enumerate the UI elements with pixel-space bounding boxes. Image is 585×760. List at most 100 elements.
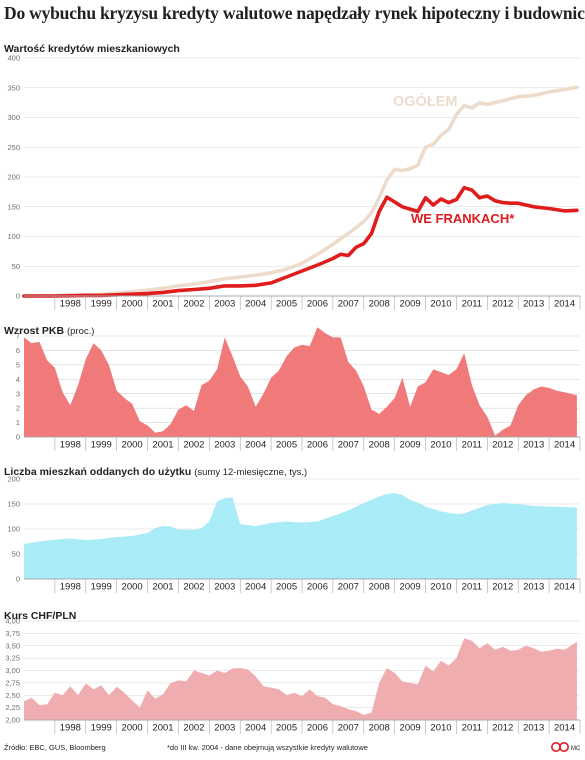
x-tick-label: 2001 xyxy=(152,723,173,734)
chart-pkb: 0 1 2 3 4 5 6 7 1998 1999 2000 2001 2002 2003 2004 2005… xyxy=(16,327,581,451)
x-tick-label: 2010 xyxy=(430,723,451,734)
x-tick-label: 2001 xyxy=(152,440,173,451)
x-tick-label: 2011 xyxy=(462,723,482,734)
x-tick-label: 2003 xyxy=(214,582,235,593)
x-tick-label: 2000 xyxy=(122,582,143,593)
panel-title-text: Wzrost PKB xyxy=(4,325,65,337)
x-tick-label: 2002 xyxy=(183,299,204,310)
x-tick-label: 2008 xyxy=(369,440,390,451)
panel-unit: (proc.) xyxy=(67,326,95,337)
x-tick-label: 2006 xyxy=(307,299,328,310)
x-tick-label: 2006 xyxy=(307,440,328,451)
chart-kredyty: 0 50 100 150 200 250 300 350 400 OGÓŁEM WE FRANKAC… xyxy=(7,54,581,310)
x-tick-label: 2009 xyxy=(400,723,421,734)
x-tick-label: 2002 xyxy=(183,582,204,593)
x-tick-label: 2007 xyxy=(338,299,359,310)
panel-title-chf: Kurs CHF/PLN xyxy=(4,610,76,622)
x-tick-label: 2012 xyxy=(492,440,513,451)
x-tick-label: 2003 xyxy=(214,299,235,310)
x-tick-label: 2011 xyxy=(462,299,482,310)
x-tick-label: 1998 xyxy=(60,582,81,593)
y-tick-label: 0 xyxy=(16,433,20,442)
series-area xyxy=(24,638,577,720)
y-tick-label: 150 xyxy=(7,500,20,509)
y-tick-label: 2,50 xyxy=(5,691,20,700)
x-tick-label: 2004 xyxy=(245,299,266,310)
y-tick-label: 2,00 xyxy=(5,716,20,725)
y-tick-label: 300 xyxy=(7,113,20,122)
x-tick-label: 1999 xyxy=(91,723,112,734)
x-tick-label: 2004 xyxy=(245,440,266,451)
x-tick-label: 2011 xyxy=(462,440,482,451)
x-tick-label: 2014 xyxy=(554,299,575,310)
series-line-we-frankach xyxy=(22,185,579,298)
x-tick-label: 2001 xyxy=(152,299,173,310)
x-tick-label: 2013 xyxy=(523,299,544,310)
x-tick-label: 2001 xyxy=(152,582,173,593)
y-tick-label: 100 xyxy=(7,525,20,534)
x-tick-label: 1998 xyxy=(60,299,81,310)
y-tick-label: 3,75 xyxy=(5,629,20,638)
y-tick-label: 2 xyxy=(16,404,20,413)
panel-title-kredyty: Wartość kredytów mieszkaniowych xyxy=(4,43,180,55)
x-tick-label: 1998 xyxy=(60,440,81,451)
chart-chf: 2,00 2,25 2,50 2,75 3,00 3,25 3,50 3,75 4,00 1998… xyxy=(5,617,581,734)
y-tick-label: 5 xyxy=(16,360,20,369)
series-area xyxy=(24,327,577,437)
x-tick-label: 2008 xyxy=(369,299,390,310)
series-area xyxy=(24,493,577,579)
x-tick-label: 2010 xyxy=(430,299,451,310)
x-tick-label: 2008 xyxy=(369,582,390,593)
x-tick-label: 2011 xyxy=(462,582,482,593)
x-tick-label: 2012 xyxy=(492,723,513,734)
y-tick-label: 3,50 xyxy=(5,641,20,650)
y-tick-label: 4 xyxy=(16,375,20,384)
x-tick-label: 2005 xyxy=(276,582,297,593)
y-tick-label: 7 xyxy=(16,332,20,341)
x-tick-label: 2014 xyxy=(554,582,575,593)
x-tick-label: 2003 xyxy=(214,440,235,451)
x-tick-label: 2000 xyxy=(122,299,143,310)
y-tick-label: 2,25 xyxy=(5,703,20,712)
x-tick-label: 1998 xyxy=(60,723,81,734)
y-tick-label: 4,00 xyxy=(5,617,20,626)
x-tick-label: 2004 xyxy=(245,582,266,593)
x-tick-label: 2002 xyxy=(183,440,204,451)
x-tick-label: 2009 xyxy=(400,299,421,310)
x-tick-label: 2000 xyxy=(122,440,143,451)
y-tick-label: 3 xyxy=(16,389,20,398)
x-tick-label: 2010 xyxy=(430,582,451,593)
x-tick-label: 2005 xyxy=(276,440,297,451)
footnote: *do III kw. 2004 - dane obejmują wszystk… xyxy=(167,743,368,752)
panel-title-text: Liczba mieszkań oddanych do użytku xyxy=(4,466,192,478)
x-tick-label: 2009 xyxy=(400,582,421,593)
y-tick-label: 6 xyxy=(16,346,20,355)
series-line-ogolem xyxy=(22,85,579,298)
y-tick-label: 3,00 xyxy=(5,666,20,675)
x-tick-label: 1999 xyxy=(91,440,112,451)
publisher-logo-icon: MC xyxy=(551,742,581,752)
x-tick-label: 2007 xyxy=(338,582,359,593)
y-tick-label: 200 xyxy=(7,173,20,182)
y-tick-label: 200 xyxy=(7,475,20,484)
x-tick-label: 2006 xyxy=(307,582,328,593)
x-tick-label: 2014 xyxy=(554,440,575,451)
credit-text: MC xyxy=(571,746,581,752)
panel-title-text: Kurs CHF/PLN xyxy=(4,610,77,622)
x-tick-label: 2007 xyxy=(338,440,359,451)
y-tick-label: 0 xyxy=(16,575,20,584)
x-tick-label: 2013 xyxy=(523,440,544,451)
y-tick-label: 3,25 xyxy=(5,654,20,663)
chart-mieszkania: 0 50 100 150 200 1998 1999 2000 2001 2002 2003 2004… xyxy=(7,475,581,593)
y-tick-label: 150 xyxy=(7,202,20,211)
panel-title-pkb: Wzrost PKB (proc.) xyxy=(4,325,94,337)
x-tick-label: 2009 xyxy=(400,440,421,451)
x-tick-label: 2010 xyxy=(430,440,451,451)
y-tick-label: 0 xyxy=(16,292,20,301)
x-tick-label: 2013 xyxy=(523,723,544,734)
x-tick-label: 2005 xyxy=(276,299,297,310)
x-tick-label: 2002 xyxy=(183,723,204,734)
x-tick-label: 2006 xyxy=(307,723,328,734)
x-tick-label: 2004 xyxy=(245,723,266,734)
y-tick-label: 350 xyxy=(7,83,20,92)
